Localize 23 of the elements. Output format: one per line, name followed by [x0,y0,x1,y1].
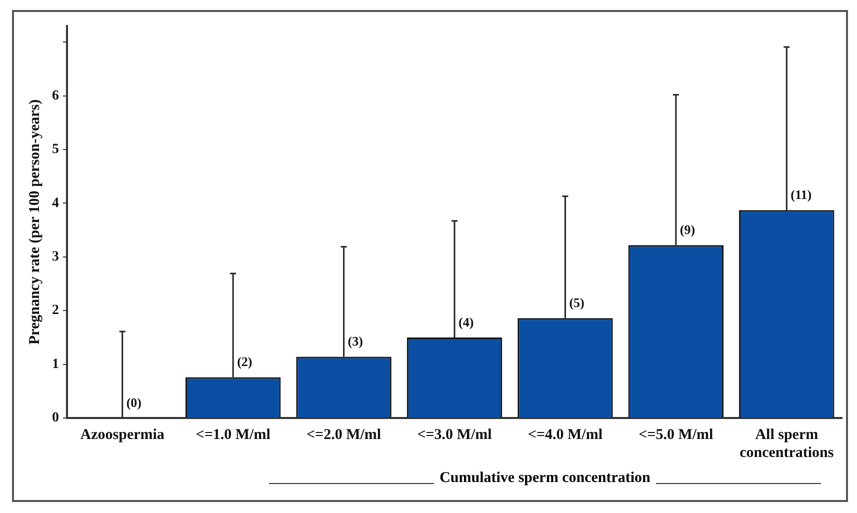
annotation: (0) [126,394,142,410]
annotation: (9) [680,222,696,237]
annotation: (4) [458,314,474,330]
x-tick-label: All sperm concentrations [740,426,834,461]
y-tick-label: 2 [52,303,59,318]
x-tick-label: <=1.0 M/ml [196,426,270,443]
y-tick-label: 4 [52,196,59,211]
x-tick-label: <=5.0 M/ml [638,426,714,443]
y-axis-title: Pregnancy rate (per 100 person-years) [26,99,43,345]
y-tick-label: 5 [52,142,59,158]
annotation: (11) [790,187,812,202]
annotation: (3) [348,334,363,349]
x-tick-label: Azoospermia [80,426,165,443]
annotation: (2) [237,354,252,370]
annotation: (5) [569,294,584,310]
x-axis-title: Cumulative sperm concentration [440,470,650,487]
y-tick-label: 3 [52,250,59,265]
y-tick-label: 0 [52,410,59,426]
x-tick-label: <=2.0 M/ml [306,426,382,443]
x-tick-label: <=3.0 M/ml [417,426,492,443]
x-tick-label: <=4.0 M/ml [528,426,603,443]
y-tick-label: 1 [52,356,59,372]
y-tick-label: 6 [52,88,59,104]
